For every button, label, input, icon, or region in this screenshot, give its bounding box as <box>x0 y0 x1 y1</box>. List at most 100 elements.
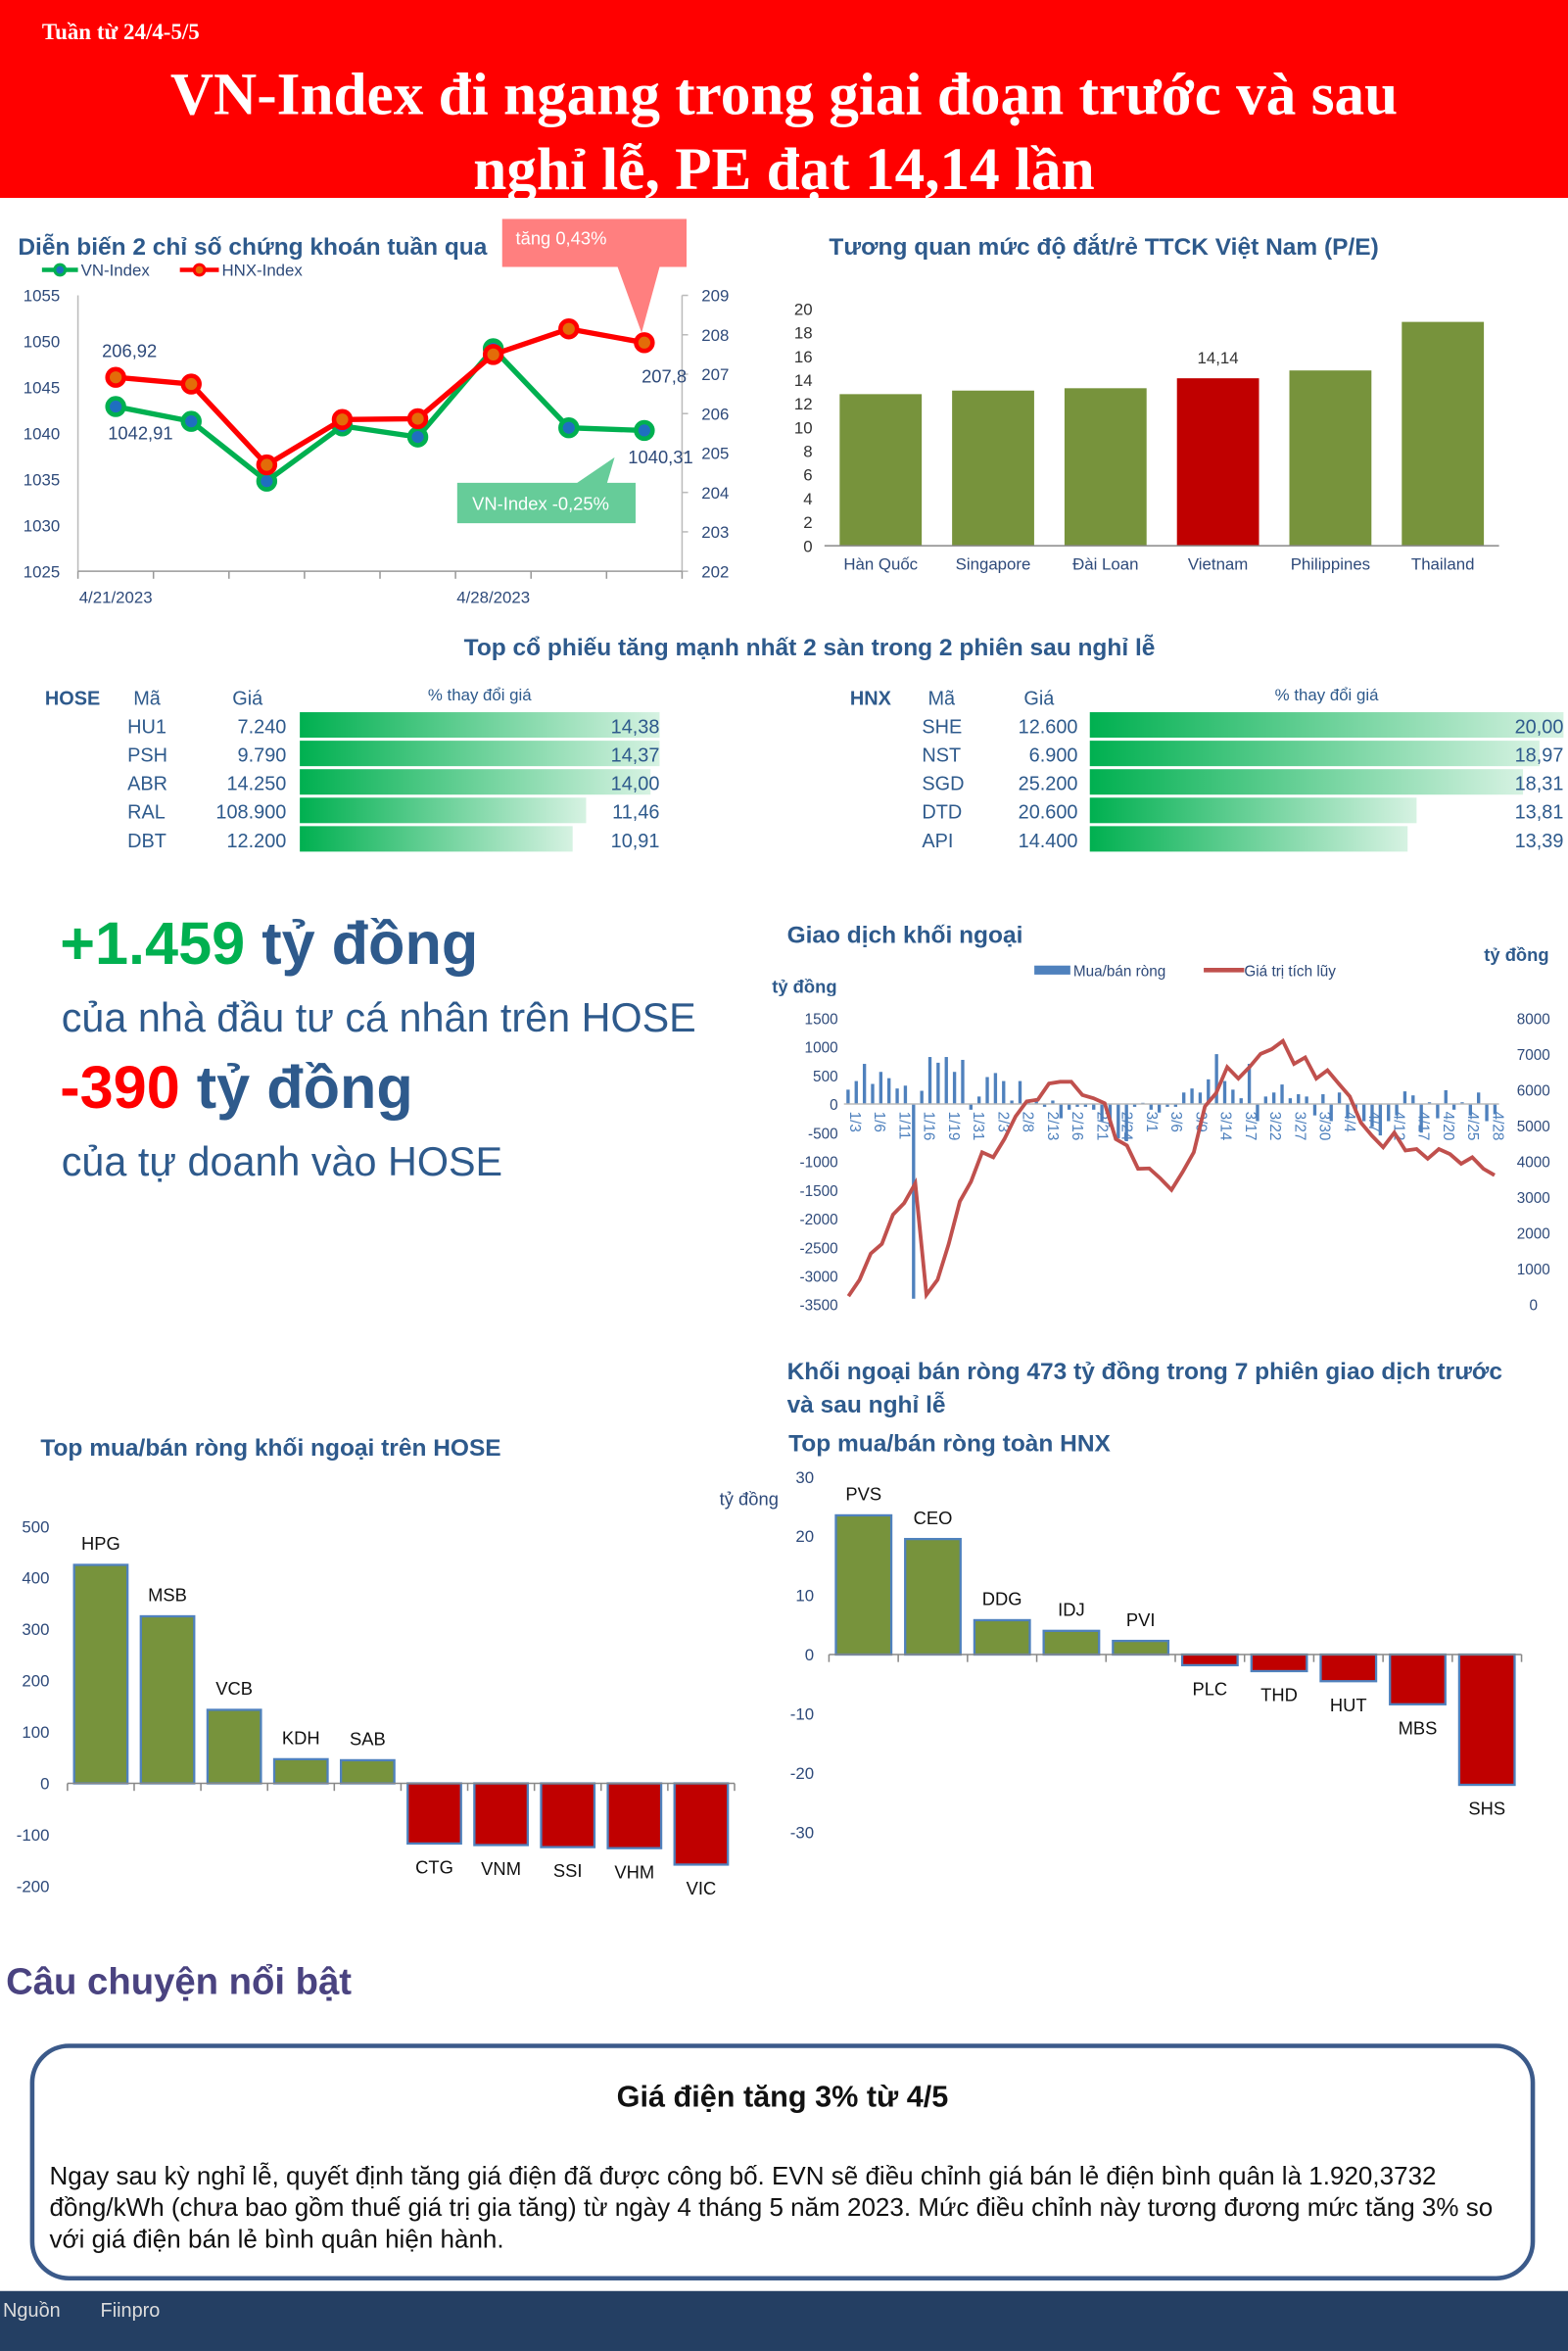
stock-price: 6.900 <box>1028 744 1078 767</box>
net-flow-bar <box>977 1096 981 1104</box>
category-label: VIC <box>687 1878 717 1898</box>
date-label: 2/8 <box>1020 1112 1036 1132</box>
net-flow-bar <box>961 1059 965 1104</box>
category-label: Philippines <box>1291 555 1370 574</box>
y-tick-label: 20 <box>795 1527 814 1546</box>
net-flow-bar <box>1075 1103 1079 1107</box>
net-flow-bar <box>1010 1100 1014 1104</box>
top-stocks-tables: HOSE Mã Giá % thay đổi giá HU1 7.240 14,38 PSH 9… <box>0 675 1568 870</box>
y-tick-right: 3000 <box>1517 1190 1550 1207</box>
net-flow-bar <box>1297 1094 1301 1104</box>
data-point-hnx <box>482 344 504 365</box>
y-tick-left: 1050 <box>24 333 60 352</box>
net-flow-bar <box>1051 1100 1055 1104</box>
net-flow-bar <box>1485 1103 1489 1122</box>
y-tick-left: -500 <box>808 1126 838 1142</box>
y-tick-label: 18 <box>794 324 813 343</box>
net-flow-bar <box>1067 1103 1071 1110</box>
change-bar <box>1089 741 1540 767</box>
legend-hnx-marker <box>192 263 207 277</box>
category-label: VNM <box>481 1858 521 1879</box>
category-label: SAB <box>350 1729 386 1750</box>
story-box: Giá điện tăng 3% từ 4/5 Ngay sau kỳ nghỉ… <box>29 2043 1536 2281</box>
stock-price: 14.250 <box>226 772 287 795</box>
bar-shs <box>1457 1653 1516 1787</box>
foreign-chart-title: Giao dịch khối ngoại <box>786 923 1023 949</box>
bar-ceo <box>904 1537 962 1656</box>
bar-vhm <box>606 1782 663 1849</box>
date-label: 3/27 <box>1291 1112 1307 1141</box>
headline: VN-Index đi ngang trong giai đoạn trước … <box>0 57 1568 207</box>
net-flow-bar <box>1002 1080 1006 1104</box>
right-unit-label: tỷ đồng <box>1484 944 1548 965</box>
y-tick-label: -100 <box>17 1826 50 1845</box>
category-label: Thailand <box>1411 555 1475 574</box>
series-line-vn <box>115 344 644 485</box>
net-flow-bar <box>1165 1103 1169 1107</box>
y-tick-right: 7000 <box>1517 1047 1550 1064</box>
net-flow-bar <box>1272 1092 1276 1104</box>
bar-hpg <box>72 1563 129 1785</box>
hnx-label: HNX <box>849 687 891 709</box>
data-label-vn-last: 1040,31 <box>628 447 692 467</box>
net-flow-bar <box>1387 1103 1391 1122</box>
x-tick-label: 4/28/2023 <box>456 588 530 606</box>
hose-label: HOSE <box>44 687 101 709</box>
net-flow-bar <box>944 1057 948 1104</box>
y-tick-left: 1030 <box>24 516 60 535</box>
legend-bar-swatch <box>1034 965 1070 975</box>
category-label: MBS <box>1399 1717 1438 1738</box>
stock-price: 12.200 <box>226 829 287 852</box>
net-flow-bar <box>1312 1103 1317 1116</box>
data-point-vn <box>180 410 202 432</box>
net-flow-bar <box>846 1089 850 1104</box>
net-flow-bar <box>1402 1091 1407 1104</box>
date-label: 3/17 <box>1242 1112 1259 1141</box>
net-flow-bar <box>862 1064 867 1104</box>
data-label-vietnam: 14,14 <box>1198 349 1239 367</box>
y-tick-right: 204 <box>701 484 729 503</box>
bar-vnm <box>473 1782 529 1847</box>
net-flow-bar <box>1231 1089 1235 1104</box>
data-point-hnx <box>256 454 278 476</box>
data-label-hnx-first: 206,92 <box>102 340 157 360</box>
column-header-price: Giá <box>1023 687 1055 709</box>
net-flow-bar <box>1305 1096 1308 1104</box>
stock-code: DBT <box>127 829 166 852</box>
bar-kdh <box>272 1757 329 1785</box>
prop-unit: tỷ đồng <box>179 1055 413 1122</box>
net-flow-bar <box>1100 1103 1104 1122</box>
bar-ctg <box>406 1782 462 1846</box>
individual-value: +1.459 <box>60 911 246 978</box>
net-flow-bar <box>1034 1101 1038 1104</box>
stock-code: ABR <box>127 772 168 795</box>
net-flow-bar <box>1157 1103 1162 1113</box>
net-flow-bar <box>1280 1084 1284 1104</box>
week-range: Tuần từ 24/4-5/5 <box>41 21 200 45</box>
net-flow-bar <box>1214 1054 1218 1104</box>
y-tick-label: 0 <box>805 1646 814 1664</box>
y-tick-left: -1000 <box>799 1155 837 1172</box>
y-tick-right: 208 <box>701 326 729 345</box>
y-tick-right: 202 <box>701 562 729 581</box>
y-tick-label: 16 <box>794 348 813 366</box>
column-header-price: Giá <box>232 687 263 709</box>
y-tick-label: 6 <box>803 466 812 485</box>
bar-plc <box>1180 1653 1239 1667</box>
category-label: CTG <box>415 1857 453 1878</box>
net-flow-bar <box>952 1072 957 1104</box>
y-tick-label: -30 <box>790 1824 814 1843</box>
net-flow-bar <box>1149 1103 1153 1110</box>
date-label: 1/16 <box>921 1112 937 1141</box>
bar-vcb <box>206 1708 262 1785</box>
stock-code: NST <box>922 744 962 767</box>
legend-vn-label: VN-Index <box>81 262 151 280</box>
net-flow-bar <box>1444 1089 1448 1104</box>
net-flow-bar <box>895 1088 899 1104</box>
data-point-vn <box>634 419 655 442</box>
bar-pvs <box>834 1513 893 1656</box>
y-tick-label: 10 <box>795 1587 814 1606</box>
prop-desc: của tự doanh vào HOSE <box>61 1139 503 1185</box>
data-point-vn <box>256 470 278 492</box>
bar-singapore <box>952 390 1034 547</box>
